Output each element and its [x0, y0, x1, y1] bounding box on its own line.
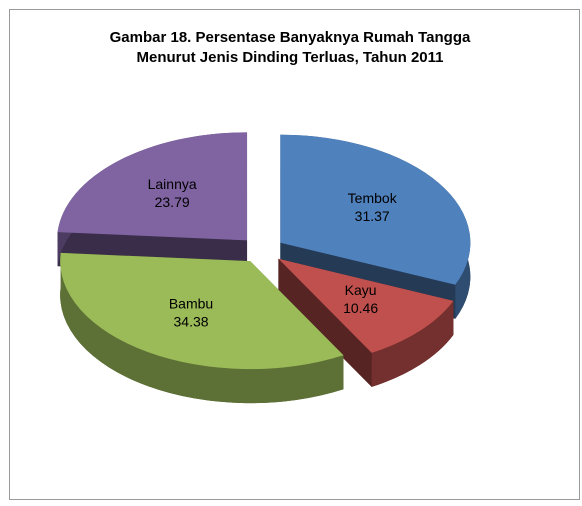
slice-wall: [278, 258, 372, 387]
slice-value: 10.46: [343, 300, 378, 316]
slice-label: Kayu: [345, 282, 377, 298]
slice-value: 23.79: [155, 194, 190, 210]
slice: [280, 134, 471, 285]
slice-value: 31.37: [355, 208, 390, 224]
chart-title: Menurut Jenis Dinding Terluas, Tahun 201…: [136, 49, 443, 66]
slice-value: 34.38: [174, 314, 209, 330]
slice-side: [371, 300, 454, 387]
slice-label: Tembok: [348, 190, 398, 206]
slice-label: Lainnya: [148, 176, 197, 192]
slice: [60, 252, 344, 370]
slice: [278, 258, 454, 353]
slice-label: Bambu: [169, 296, 213, 312]
slice-side: [60, 252, 344, 404]
chart-title: Gambar 18. Persentase Banyaknya Rumah Ta…: [110, 29, 471, 46]
slice: [57, 132, 248, 241]
